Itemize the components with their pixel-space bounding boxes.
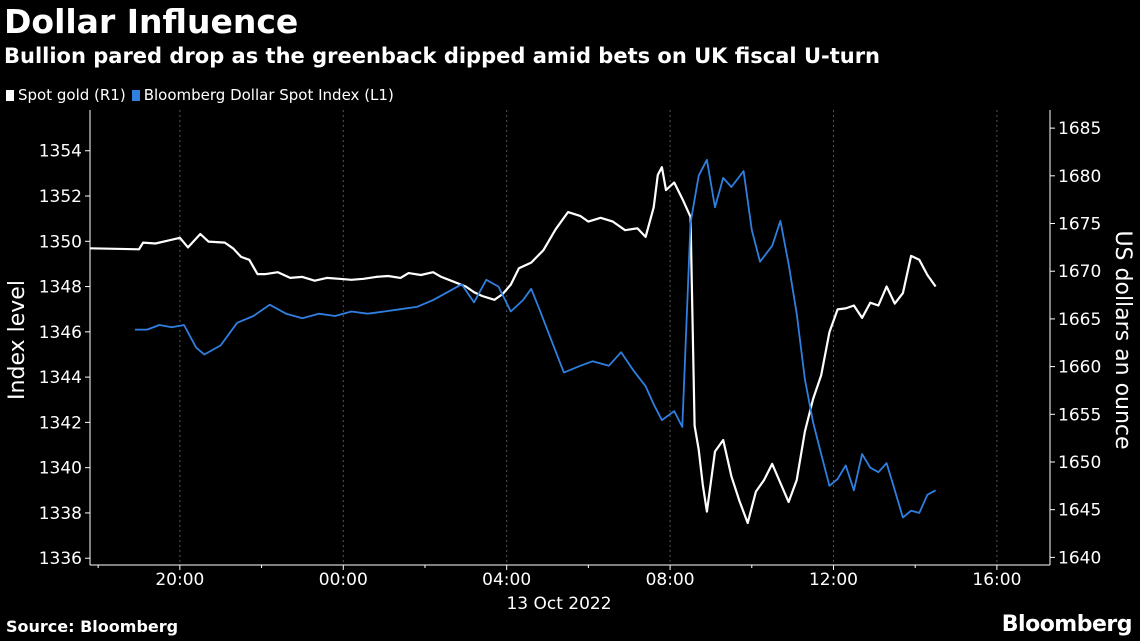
x-tick-label: 12:00 xyxy=(809,570,858,590)
y-axis-left-label: Index level xyxy=(5,280,30,400)
x-tick-label: 00:00 xyxy=(319,570,368,590)
chart-title: Dollar Influence xyxy=(4,2,299,41)
legend-item-gold: Spot gold (R1) xyxy=(6,86,126,104)
y-right-tick-label: 1660 xyxy=(1058,358,1101,378)
legend-item-dollar: Bloomberg Dollar Spot Index (L1) xyxy=(131,86,394,104)
y-right-tick-label: 1665 xyxy=(1058,310,1101,330)
grid-lines xyxy=(179,110,998,565)
x-axis-date-label: 13 Oct 2022 xyxy=(506,594,611,614)
y-left-tick-label: 1342 xyxy=(39,413,82,433)
dollar-index-line xyxy=(134,158,937,519)
x-tick-label: 16:00 xyxy=(972,570,1021,590)
legend: Spot gold (R1) Bloomberg Dollar Spot Ind… xyxy=(6,86,400,104)
y-left-tick-label: 1336 xyxy=(39,549,82,569)
y-right-tick-label: 1640 xyxy=(1058,548,1101,568)
y-left-tick-label: 1348 xyxy=(39,278,82,298)
y-left-tick-label: 1340 xyxy=(39,459,82,479)
y-left-tick-label: 1338 xyxy=(39,504,82,524)
y-left-tick-label: 1354 xyxy=(39,142,82,162)
x-tick-label: 08:00 xyxy=(646,570,695,590)
y-left-tick-label: 1346 xyxy=(39,323,82,343)
chart-subtitle: Bullion pared drop as the greenback dipp… xyxy=(4,44,881,68)
legend-label-dollar: Bloomberg Dollar Spot Index (L1) xyxy=(143,86,394,104)
y-left-tick-label: 1344 xyxy=(39,368,82,388)
x-tick-label: 04:00 xyxy=(482,570,531,590)
legend-swatch-dollar xyxy=(131,89,140,101)
y-right-tick-label: 1655 xyxy=(1058,405,1101,425)
y-right-tick-label: 1670 xyxy=(1058,262,1101,282)
legend-swatch-gold xyxy=(6,89,14,101)
source-note: Source: Bloomberg xyxy=(6,617,179,636)
axes: 20:00 00:00 04:00 08:00 12:00 16:00 1336 1338 13… xyxy=(39,110,1101,590)
y-left-tick-label: 1350 xyxy=(39,232,82,252)
y-right-tick-label: 1650 xyxy=(1058,453,1101,473)
y-right-tick-label: 1680 xyxy=(1058,167,1101,187)
gold-price-line xyxy=(89,166,937,525)
y-right-tick-label: 1645 xyxy=(1058,501,1101,521)
y-right-tick-label: 1675 xyxy=(1058,215,1101,235)
y-right-tick-label: 1685 xyxy=(1058,119,1101,139)
y-left-tick-label: 1352 xyxy=(39,187,82,207)
bloomberg-logo: Bloomberg xyxy=(1001,612,1133,637)
legend-label-gold: Spot gold (R1) xyxy=(18,86,126,104)
series-lines xyxy=(89,158,937,525)
x-tick-label: 20:00 xyxy=(155,570,204,590)
y-axis-right-label: US dollars an ounce xyxy=(1110,230,1135,449)
